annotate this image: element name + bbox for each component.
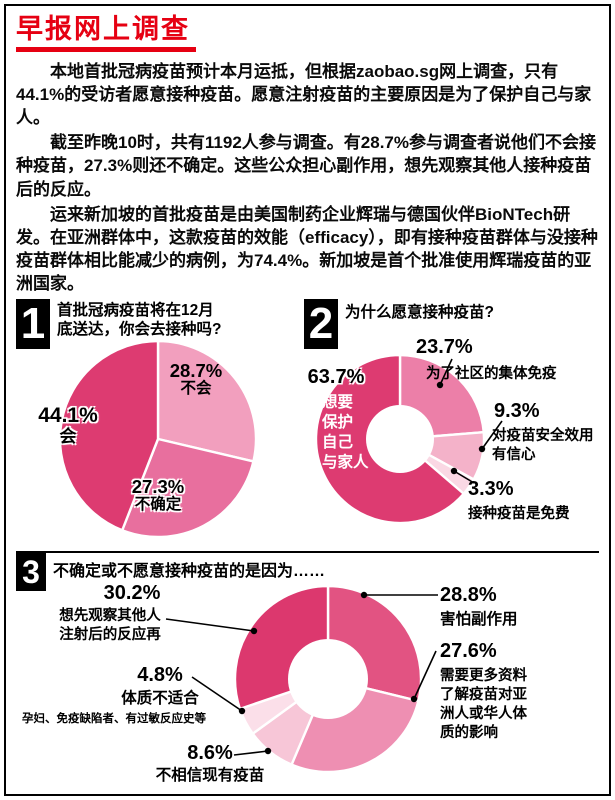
slice-name-distrust: 不相信现有疫苗	[155, 767, 265, 785]
slice-label-yes: 44.1% 会	[20, 404, 116, 447]
pct-value: 4.8%	[137, 664, 183, 687]
slice-name-free: 接种疫苗是免费	[468, 506, 570, 523]
section-1-header: 1 首批冠病疫苗将在12月底送达，你会去接种吗?	[16, 299, 227, 350]
slice-label-protect-text: 想要 保护 自己 与家人	[322, 394, 369, 472]
charts-row: 1 首批冠病疫苗将在12月底送达，你会去接种吗? 28.7% 不会 44.1% …	[16, 299, 599, 551]
intro-paragraph-2: 截至昨晚10时，共有1192人参与调查。有28.7%参与调查者说他们不会接种疫苗…	[16, 133, 596, 199]
vaccine-hesitancy-donut-chart	[165, 584, 438, 774]
callout-dot-unsuitable	[238, 707, 246, 715]
page-border-frame: 早报网上调查 本地首批冠病疫苗预计本月运抵，但根据zaobao.sg网上调查，只…	[4, 4, 611, 796]
page-content: 早报网上调查 本地首批冠病疫苗预计本月运抵，但根据zaobao.sg网上调查，只…	[6, 6, 609, 794]
section-3-panel: 3 不确定或不愿意接种疫苗的是因为…… 30.2% 想先观察其他人 注射后的反应…	[16, 551, 599, 786]
section-1-panel: 1 首批冠病疫苗将在12月底送达，你会去接种吗? 28.7% 不会 44.1% …	[16, 299, 304, 551]
vaccination-reason-donut-chart	[314, 353, 503, 525]
slice-label-safety: 9.3%	[494, 401, 540, 422]
pct-value: 9.3%	[494, 400, 540, 423]
section-2-number-badge: 2	[304, 299, 338, 350]
section-2-title: 为什么愿意接种疫苗?	[345, 304, 494, 322]
pie-slice-27.3%	[121, 437, 255, 539]
pct-value: 3.3%	[468, 478, 514, 501]
callout-line-safety	[481, 420, 503, 450]
pct-value: 44.1%	[38, 404, 98, 428]
pct-value: 8.6%	[187, 742, 233, 765]
slice-label-herd-immunity: 23.7%	[416, 337, 473, 358]
slice-name-unsuitable: 体质不适合	[121, 690, 199, 708]
chart3-callout-lines	[165, 591, 438, 756]
slice-name-side-effects: 害怕副作用	[440, 611, 518, 629]
pie-slice-28.7%	[156, 339, 258, 463]
pct-value: 27.6%	[440, 640, 497, 663]
pct-value: 63.7%	[307, 366, 365, 389]
vaccination-intent-pie-chart	[58, 339, 258, 539]
section-3-title: 不确定或不愿意接种疫苗的是因为……	[53, 563, 326, 581]
callout-dot-free	[450, 467, 458, 475]
callout-dot-side-effects	[360, 591, 368, 599]
pct-value: 28.7%	[169, 360, 223, 382]
callout-line-more-info	[413, 650, 437, 700]
callout-line-distrust	[233, 750, 269, 756]
callout-line-observe-first	[165, 618, 255, 632]
pct-value: 28.8%	[440, 584, 497, 607]
page-title: 早报网上调查	[16, 14, 190, 44]
chart3-slices	[233, 584, 423, 774]
callout-dot-herd-immunity	[436, 381, 444, 389]
callout-dot-safety	[478, 445, 486, 453]
slice-label-side-effects-pct: 28.8%	[440, 585, 497, 606]
header: 早报网上调查	[16, 14, 599, 53]
slice-name: 不确定	[134, 496, 182, 514]
slice-label-unsuitable-pct: 4.8%	[120, 665, 200, 686]
intro-paragraph-1: 本地首批冠病疫苗预计本月运抵，但根据zaobao.sg网上调查，只有44.1%的…	[16, 62, 592, 128]
slice-label-no: 28.7% 不会	[150, 361, 242, 399]
section-2-panel: 2 为什么愿意接种疫苗? 63.7% 想要 保护 自己 与家人 23.7% 为了…	[304, 299, 599, 551]
pct-value: 30.2%	[103, 582, 161, 605]
slice-label-protect-pct: 63.7%	[304, 367, 368, 388]
title-underline	[16, 47, 196, 53]
callout-line-herd-immunity	[439, 358, 453, 386]
chart3-donut-hole	[288, 639, 368, 720]
slice-name: 不会	[180, 380, 212, 398]
slice-label-distrust-pct: 8.6%	[164, 743, 256, 764]
slice-name-safety: 对疫苗安全效用 有信心	[492, 428, 594, 464]
chart1-slices	[58, 339, 258, 539]
chart2-donut-hole	[366, 405, 434, 474]
intro-text-block: 本地首批冠病疫苗预计本月运抵，但根据zaobao.sg网上调查，只有44.1%的…	[16, 60, 599, 297]
pct-value: 27.3%	[131, 476, 185, 498]
slice-name: 会	[59, 427, 77, 447]
section-1-number-badge: 1	[16, 299, 50, 350]
slice-name-herd-immunity: 为了社区的集体免疫	[426, 366, 557, 383]
slice-label-observe-pct: 30.2%	[86, 583, 178, 604]
slice-label-unsure: 27.3% 不确定	[100, 477, 216, 515]
section-3-number-badge: 3	[16, 553, 46, 592]
callout-dot-observe-first	[250, 627, 258, 635]
callout-dot-more-info	[410, 695, 418, 703]
slice-name-observe: 想先观察其他人 注射后的反应再	[59, 608, 161, 644]
slice-note-unsuitable: 孕妇、免疫缺陷者、有过敏反应史等	[22, 713, 206, 726]
pct-value: 23.7%	[416, 336, 473, 359]
slice-name-more-info: 需要更多资料 了解疫苗对亚 洲人或华人体 质的影响	[440, 668, 527, 742]
pie-slice-44.1%	[58, 339, 160, 532]
section-2-header: 2 为什么愿意接种疫苗?	[304, 299, 494, 350]
slice-label-free: 3.3%	[468, 479, 514, 500]
chart2-slices	[314, 353, 486, 525]
callout-line-unsuitable	[191, 676, 243, 712]
section-1-title: 首批冠病疫苗将在12月底送达，你会去接种吗?	[57, 302, 222, 339]
chart2-callout-lines	[436, 358, 503, 484]
callout-line-free	[453, 470, 475, 484]
intro-paragraph-3: 运来新加坡的首批疫苗是由美国制药企业辉瑞与德国伙伴BioNTech研发。在亚洲群…	[16, 204, 598, 294]
section-3-header: 3 不确定或不愿意接种疫苗的是因为……	[16, 553, 326, 592]
slice-label-more-info-pct: 27.6%	[440, 641, 497, 662]
callout-dot-distrust	[264, 747, 272, 755]
